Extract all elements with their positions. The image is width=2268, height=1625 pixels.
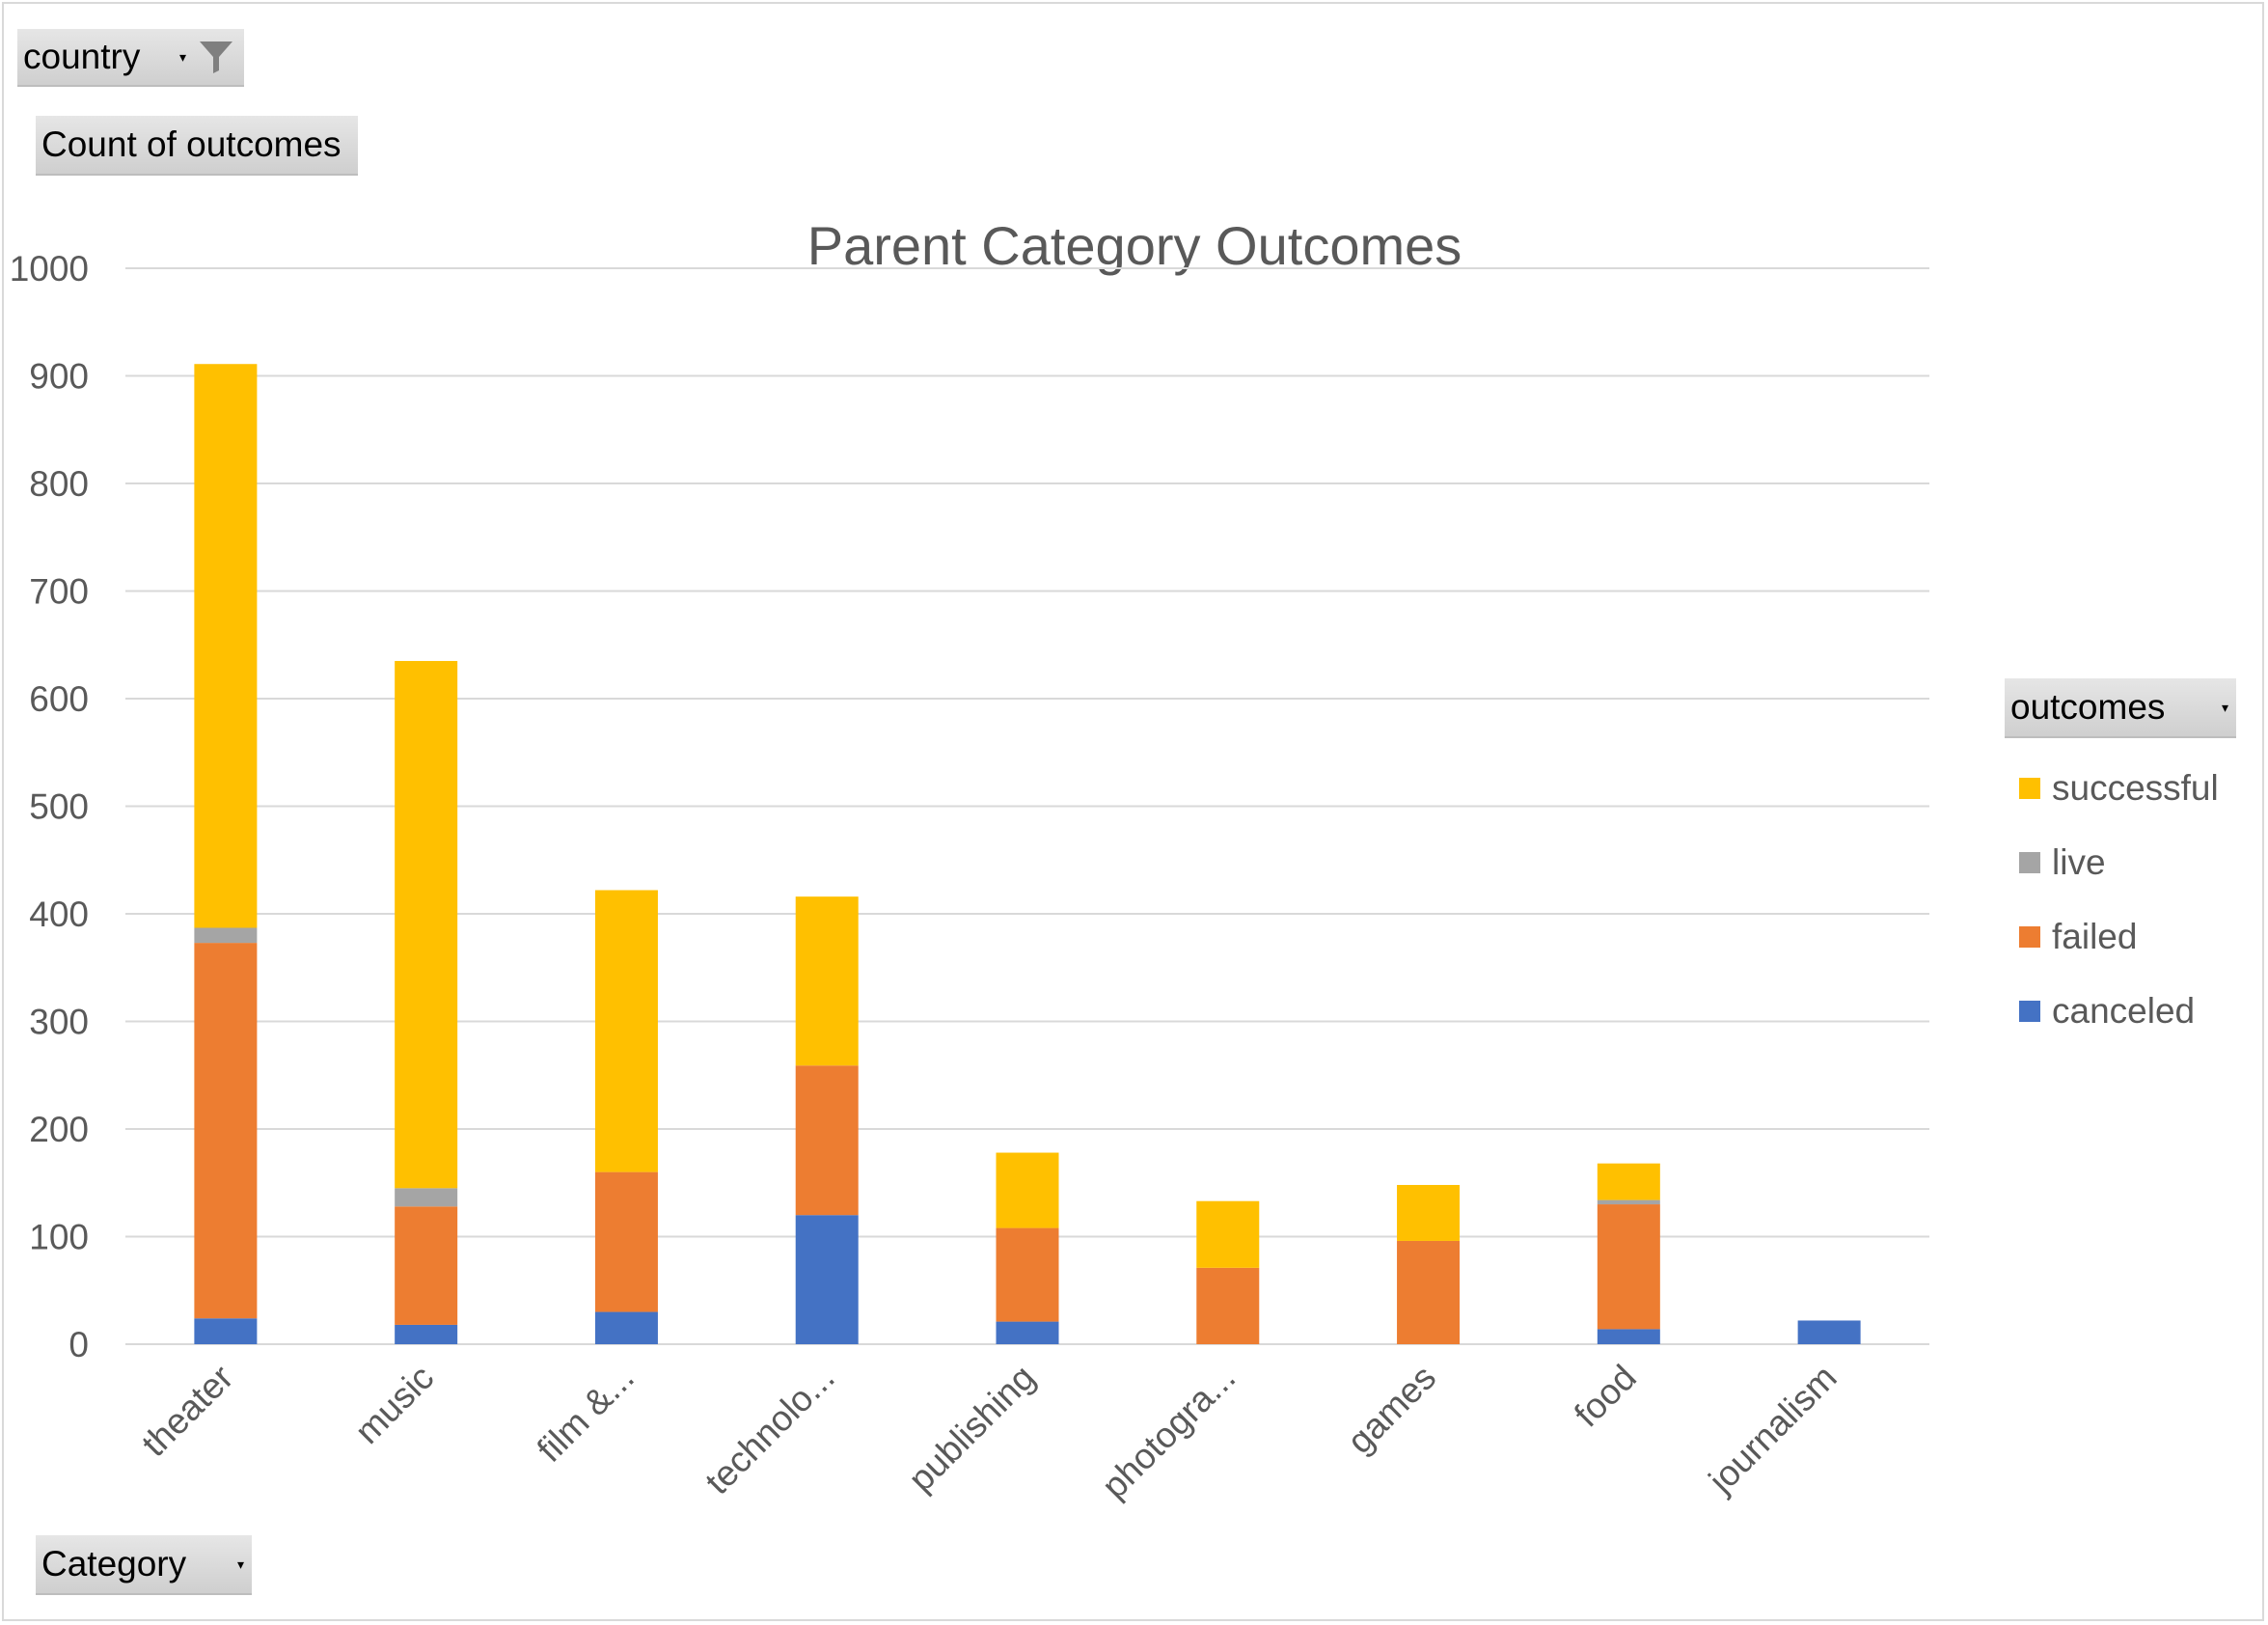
- x-tick-label: photogra...: [1094, 1358, 1243, 1506]
- bar-failed: [395, 1206, 458, 1325]
- chevron-down-icon: ▾: [236, 1556, 244, 1572]
- legend-field-button[interactable]: outcomes ▾: [2005, 678, 2236, 738]
- legend-label: live: [2052, 841, 2106, 882]
- legend-swatch: [2019, 925, 2040, 948]
- legend-item-successful: successful: [2019, 751, 2219, 825]
- bar-successful: [996, 1152, 1059, 1228]
- bar-canceled: [996, 1321, 1059, 1344]
- y-tick-label: 1000: [10, 249, 89, 289]
- y-tick-label: 800: [29, 464, 89, 504]
- bar-failed: [1196, 1267, 1260, 1344]
- x-tick-label: technolo...: [697, 1358, 842, 1502]
- bar-failed: [795, 1065, 859, 1216]
- chevron-down-icon: ▾: [178, 48, 186, 65]
- y-tick-label: 600: [29, 679, 89, 719]
- bar-failed: [594, 1171, 658, 1312]
- bar-failed: [194, 943, 258, 1319]
- filter-icon[interactable]: [198, 39, 234, 75]
- country-filter-label: country: [23, 37, 141, 76]
- bar-live: [395, 1188, 458, 1207]
- bar-live: [1597, 1199, 1660, 1205]
- bars: [194, 364, 1861, 1344]
- bar-successful: [194, 364, 258, 928]
- legend-item-canceled: canceled: [2019, 974, 2219, 1048]
- y-tick-label: 500: [29, 787, 89, 827]
- bar-canceled: [194, 1318, 258, 1344]
- bar-canceled: [594, 1311, 658, 1344]
- bar-live: [194, 927, 258, 944]
- x-tick-label: film &...: [530, 1358, 642, 1470]
- x-tick-label: games: [1340, 1358, 1444, 1462]
- legend-swatch: [2019, 1000, 2040, 1022]
- value-field-label: Count of outcomes: [41, 124, 342, 164]
- country-filter-button[interactable]: country ▾: [17, 29, 244, 87]
- bar-canceled: [795, 1215, 859, 1344]
- legend-label: failed: [2052, 916, 2138, 956]
- x-tick-label: food: [1567, 1358, 1644, 1435]
- bar-successful: [795, 896, 859, 1066]
- chart-legend: successful live failed canceled: [2019, 751, 2219, 1048]
- y-tick-label: 300: [29, 1003, 89, 1042]
- y-tick-label: 400: [29, 895, 89, 934]
- y-tick-label: 700: [29, 572, 89, 612]
- bar-failed: [1597, 1204, 1660, 1330]
- bar-successful: [1597, 1163, 1660, 1200]
- chart-title: Parent Category Outcomes: [807, 215, 1462, 276]
- bar-canceled: [395, 1324, 458, 1344]
- y-tick-label: 100: [29, 1218, 89, 1257]
- bar-failed: [1397, 1240, 1461, 1344]
- x-tick-label: journalism: [1701, 1358, 1844, 1501]
- legend-item-live: live: [2019, 825, 2219, 899]
- legend-swatch: [2019, 851, 2040, 873]
- x-tick-label: music: [347, 1358, 441, 1451]
- y-tick-label: 200: [29, 1110, 89, 1149]
- legend-field-label: outcomes: [2010, 687, 2166, 727]
- bar-canceled: [1597, 1329, 1660, 1344]
- y-tick-label: 0: [68, 1325, 89, 1364]
- legend-label: successful: [2052, 767, 2219, 808]
- value-field-button[interactable]: Count of outcomes: [36, 116, 358, 176]
- legend-label: canceled: [2052, 990, 2196, 1031]
- x-tick-label: theater: [134, 1358, 240, 1464]
- category-field-button[interactable]: Category ▾: [36, 1535, 252, 1595]
- y-axis-ticks: 0 100 200 300 400 500 600 700 800 900 1000: [10, 249, 89, 1364]
- bar-successful: [395, 660, 458, 1189]
- bar-successful: [1196, 1200, 1260, 1268]
- bar-canceled: [1797, 1320, 1861, 1344]
- bar-successful: [1397, 1184, 1461, 1241]
- category-field-label: Category: [41, 1544, 187, 1584]
- legend-item-failed: failed: [2019, 899, 2219, 974]
- chevron-down-icon: ▾: [2221, 699, 2228, 715]
- legend-swatch: [2019, 777, 2040, 799]
- bar-successful: [594, 890, 658, 1172]
- x-axis-ticks: theater music film &... technolo... publishi…: [134, 1358, 1844, 1506]
- x-tick-label: publishing: [901, 1358, 1043, 1500]
- y-tick-label: 900: [29, 357, 89, 397]
- bar-failed: [996, 1227, 1059, 1322]
